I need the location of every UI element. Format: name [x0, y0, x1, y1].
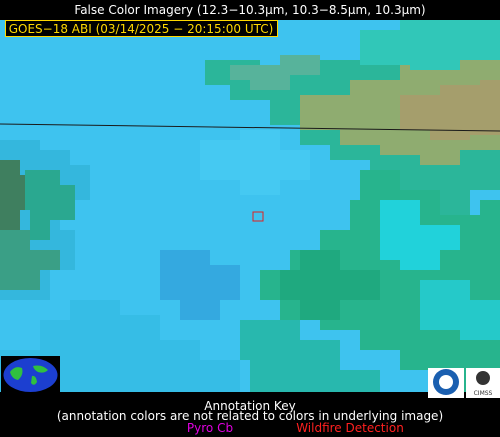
- legend-wildfire: Wildfire Detection: [296, 421, 404, 435]
- title-bar: [0, 0, 500, 20]
- globe-icon: [1, 356, 60, 394]
- title: False Color Imagery (12.3−10.3µm, 10.3−8…: [74, 3, 425, 17]
- logo-caption: CIMSS: [474, 390, 493, 397]
- satellite-label: GOES−18 ABI (03/14/2025 − 20:15:00 UTC): [9, 22, 274, 36]
- label-box: [5, 20, 278, 37]
- logos: CIMSS: [428, 368, 500, 398]
- annotation-note: (annotation colors are not related to co…: [57, 409, 443, 423]
- imagery: [0, 20, 500, 392]
- annotation-heading: Annotation Key: [204, 399, 295, 413]
- legend-pyrocb: Pyro Cb: [187, 421, 233, 435]
- footer: [0, 399, 500, 437]
